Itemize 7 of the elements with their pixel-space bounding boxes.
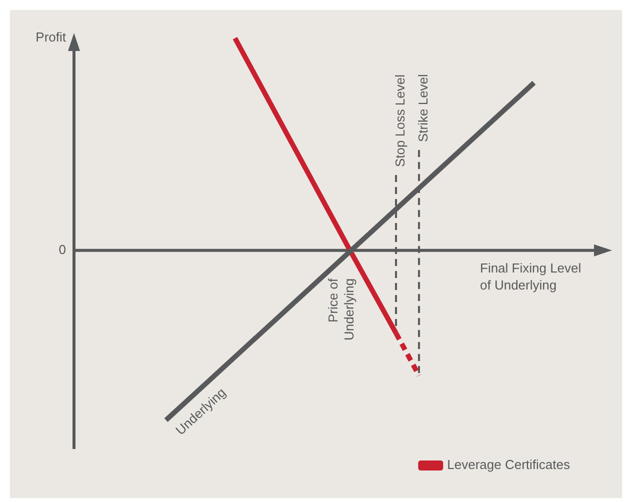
annotation: Price of Underlying — [326, 278, 357, 341]
y-axis-title: Profit — [36, 30, 66, 45]
x-axis-title: Final Fixing Level of Underlying — [480, 260, 582, 292]
text: 0 — [58, 242, 66, 257]
annotation: Stop Loss Level — [392, 74, 408, 167]
legend-label: Leverage Certificates — [447, 457, 570, 472]
annotation: Strike Level — [416, 74, 431, 142]
